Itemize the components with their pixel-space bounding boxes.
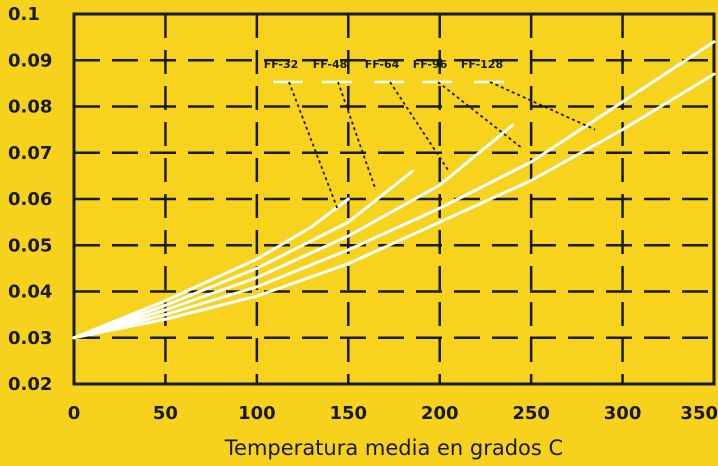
series-label: FF-128 — [461, 58, 503, 71]
leader-line — [489, 81, 596, 131]
series-line-ff-32 — [72, 197, 350, 340]
y-tick-label: 0.07 — [8, 143, 52, 164]
x-tick-label: 100 — [238, 403, 276, 424]
y-tick-label: 0.03 — [8, 328, 52, 349]
y-tick-label: 0.06 — [8, 189, 52, 210]
y-tick-label: 0.1 — [8, 4, 40, 25]
y-tick-label: 0.02 — [8, 374, 52, 395]
x-tick-label: 200 — [421, 403, 459, 424]
series-line-ff-128 — [72, 72, 716, 340]
series-label: FF-96 — [413, 58, 448, 71]
series-label: FF-32 — [264, 58, 299, 71]
leader-line — [337, 81, 377, 191]
x-tick-label: 150 — [329, 403, 367, 424]
series-line-ff-64 — [72, 123, 515, 340]
y-tick-label: 0.05 — [8, 235, 52, 256]
x-tick-label: 0 — [68, 403, 81, 424]
y-tick-label: 0.04 — [8, 282, 52, 303]
x-tick-label: 250 — [512, 403, 550, 424]
x-tick-label: 350 — [680, 403, 718, 424]
series-line-ff-96 — [72, 40, 716, 340]
series-line-ff-48 — [72, 169, 414, 340]
series-label: FF-64 — [365, 58, 400, 71]
y-tick-label: 0.09 — [8, 50, 52, 71]
y-tick-label: 0.08 — [8, 97, 52, 118]
x-tick-label: 300 — [604, 403, 642, 424]
x-tick-label: 50 — [153, 403, 178, 424]
leader-line — [288, 81, 339, 209]
series-label: FF-48 — [313, 58, 348, 71]
x-axis-label: Temperatura media en grados C — [224, 436, 563, 460]
